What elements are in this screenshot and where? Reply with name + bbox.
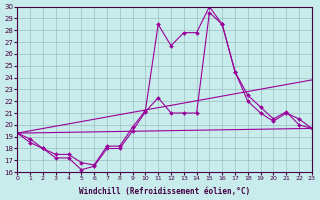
X-axis label: Windchill (Refroidissement éolien,°C): Windchill (Refroidissement éolien,°C) (79, 187, 250, 196)
